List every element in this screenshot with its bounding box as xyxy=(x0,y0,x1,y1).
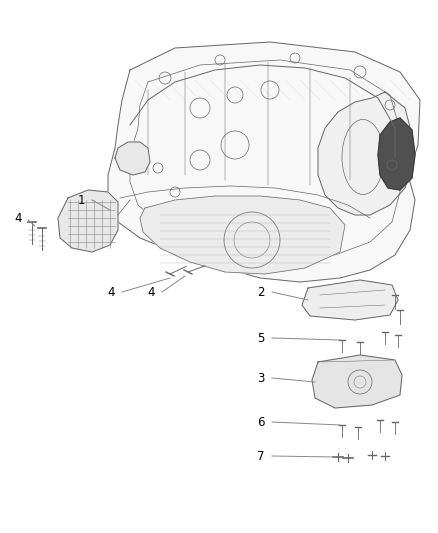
Polygon shape xyxy=(312,355,402,408)
Polygon shape xyxy=(378,118,415,190)
Text: 5: 5 xyxy=(258,332,265,344)
Text: 3: 3 xyxy=(258,372,265,384)
Text: 4: 4 xyxy=(107,286,115,298)
Text: 6: 6 xyxy=(258,416,265,429)
Text: 4: 4 xyxy=(14,212,22,224)
Polygon shape xyxy=(302,280,398,320)
Polygon shape xyxy=(318,92,412,215)
Text: 4: 4 xyxy=(148,286,155,298)
Text: 2: 2 xyxy=(258,286,265,298)
Polygon shape xyxy=(58,190,118,252)
Text: 1: 1 xyxy=(78,193,85,206)
Polygon shape xyxy=(115,142,150,175)
Polygon shape xyxy=(108,42,420,282)
Text: 7: 7 xyxy=(258,449,265,463)
Polygon shape xyxy=(140,196,345,274)
